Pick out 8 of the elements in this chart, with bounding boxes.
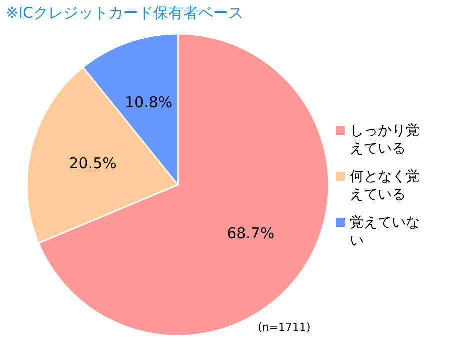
legend-label: 覚えていない — [350, 214, 420, 250]
data-label: 10.8% — [125, 93, 173, 112]
data-label: 20.5% — [69, 154, 117, 172]
text: (n=1711) — [258, 321, 311, 334]
chart-title: ※ICクレジットカード保有者ベース — [6, 4, 244, 23]
legend-label: 何となく覚えている — [350, 168, 420, 204]
data-label: 68.7% — [227, 224, 275, 243]
legend-label: しっかり覚えている — [350, 122, 420, 158]
